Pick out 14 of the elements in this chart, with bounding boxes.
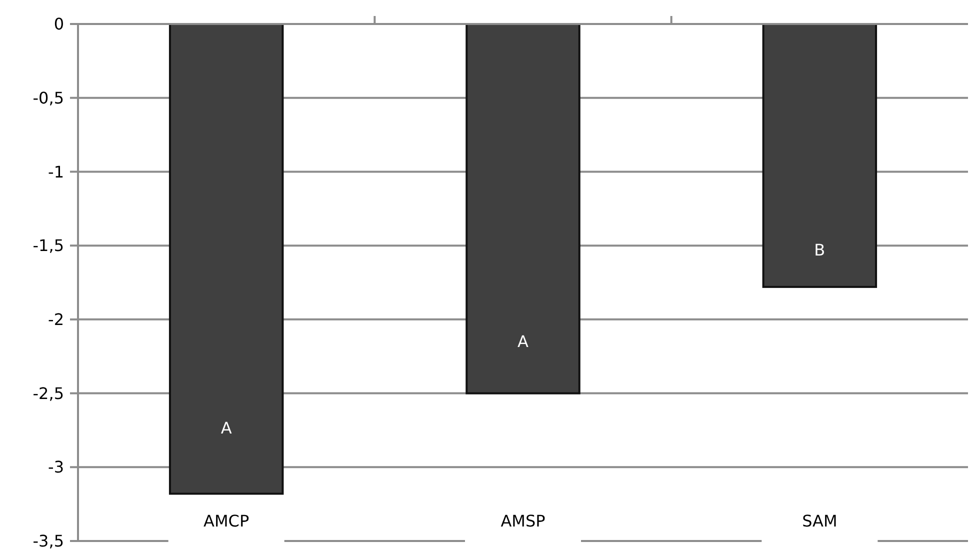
y-tick-label: -1,5 [32, 236, 64, 256]
annotation: B [814, 240, 826, 260]
y-tick-label: -0,5 [32, 88, 64, 108]
annotation: A [518, 332, 529, 352]
y-tick-label: -3,5 [32, 532, 64, 549]
y-tick-label: -2 [48, 310, 64, 330]
y-tick-label: -1 [48, 162, 64, 182]
y-tick-label: -2,5 [32, 384, 64, 403]
x-tick-label: AMSP [500, 512, 546, 531]
x-tick-label: AMCP [204, 512, 250, 531]
y-tick-label: 0 [54, 14, 64, 34]
y-tick-label: -3 [48, 458, 64, 477]
annotation: A [220, 418, 232, 438]
x-tick-label: SAM [802, 512, 838, 531]
